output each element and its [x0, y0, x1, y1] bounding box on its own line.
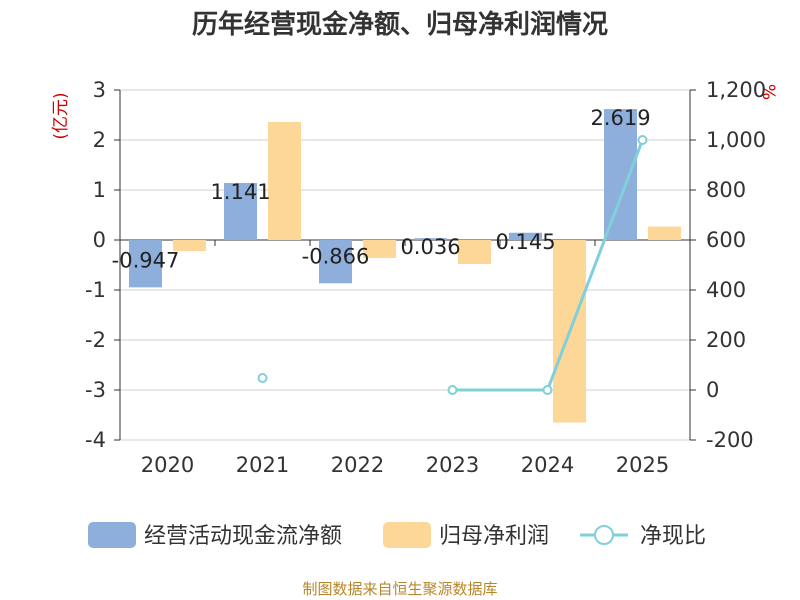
- legend-marker: [594, 525, 614, 545]
- bar-netprofit: [648, 226, 681, 240]
- legend-label: 归母净利润: [439, 524, 549, 549]
- bar-cashflow: [604, 109, 637, 240]
- left-tick-label: -2: [85, 328, 106, 352]
- data-label: 0.036: [400, 235, 460, 259]
- bar-cashflow: [129, 240, 162, 288]
- left-tick-label: 3: [93, 78, 106, 102]
- legend-label: 经营活动现金流净额: [144, 524, 342, 549]
- right-tick-label: 800: [706, 178, 746, 202]
- bar-cashflow: [319, 240, 352, 284]
- category-label: 2023: [426, 453, 479, 477]
- bar-cashflow: [414, 238, 447, 240]
- bar-cashflow: [509, 232, 542, 240]
- left-tick-label: 1: [93, 178, 106, 202]
- axes: 3 2 1 0 -1 -2 -3 -4 1,200 1,000 800 600 400 200 0 -200 2…: [85, 78, 766, 477]
- category-label: 2020: [141, 453, 194, 477]
- legend: 经营活动现金流净额 归母净利润 净现比: [88, 522, 706, 549]
- category-label: 2021: [236, 453, 289, 477]
- left-tick-label: 0: [93, 228, 106, 252]
- data-label: 2.619: [590, 106, 650, 130]
- ratio-line: [257, 135, 648, 395]
- right-tick-label: 400: [706, 278, 746, 302]
- data-label: 1.141: [210, 180, 270, 204]
- left-tick-label: 2: [93, 128, 106, 152]
- legend-swatch: [88, 522, 136, 548]
- left-axis-unit: (亿元): [51, 92, 71, 139]
- ratio-point: [447, 385, 458, 395]
- category-label: 2025: [616, 453, 669, 477]
- bar-cashflow: [224, 182, 257, 240]
- bars: [129, 109, 681, 423]
- left-tick-label: -1: [85, 278, 106, 302]
- legend-swatch: [383, 522, 431, 548]
- category-label: 2024: [521, 453, 574, 477]
- ratio-point: [637, 135, 648, 145]
- data-labels: -0.947 1.141 -0.866 0.036 0.145 2.619: [112, 106, 651, 272]
- left-tick-label: -4: [85, 428, 106, 452]
- ratio-point: [542, 385, 553, 395]
- data-label: 0.145: [495, 230, 555, 254]
- bar-netprofit: [268, 122, 301, 240]
- right-tick-label: 200: [706, 328, 746, 352]
- right-axis-unit: %: [758, 84, 778, 100]
- category-label: 2022: [331, 453, 384, 477]
- bar-netprofit: [363, 240, 396, 258]
- right-tick-label: 0: [706, 378, 719, 402]
- bar-netprofit: [458, 240, 491, 264]
- data-label: -0.947: [112, 248, 180, 272]
- right-tick-label: -200: [706, 428, 754, 452]
- chart-title: 历年经营现金净额、归母净利润情况: [192, 9, 608, 40]
- right-tick-label: 1,000: [706, 128, 766, 152]
- bar-netprofit: [173, 240, 206, 251]
- source-note: 制图数据来自恒生聚源数据库: [302, 580, 497, 598]
- legend-label: 净现比: [640, 524, 706, 549]
- right-tick-label: 600: [706, 228, 746, 252]
- left-tick-label: -3: [85, 378, 106, 402]
- ratio-point: [257, 373, 268, 383]
- right-tick-label: 1,200: [706, 78, 766, 102]
- data-label: -0.866: [302, 244, 370, 268]
